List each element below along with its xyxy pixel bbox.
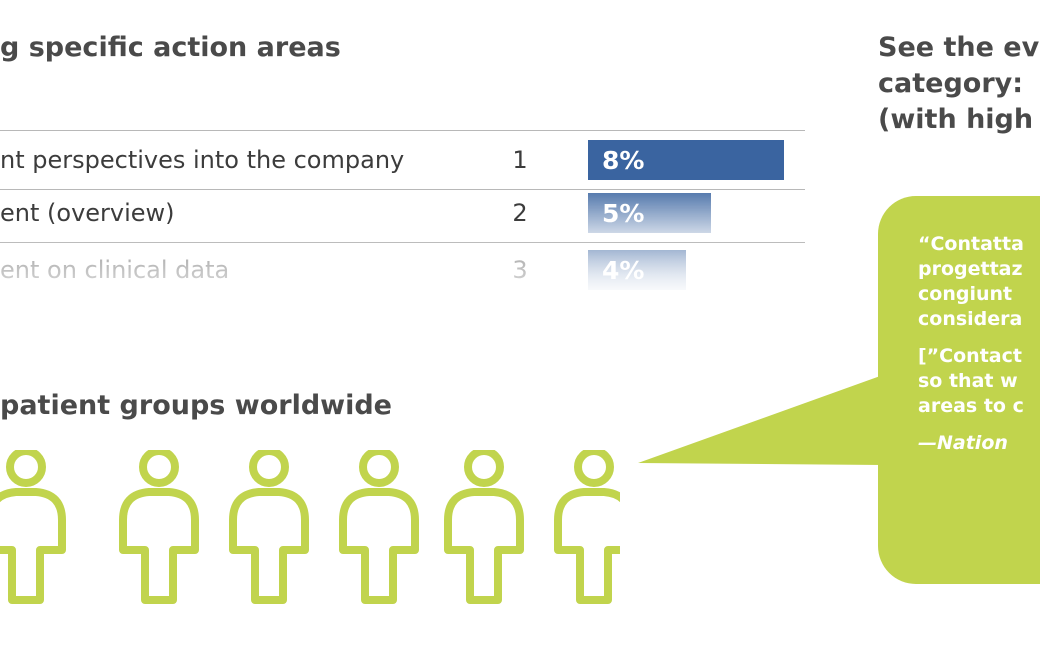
quote-bubble [878, 196, 1040, 584]
row-rank: 2 [512, 199, 528, 227]
quote-italian-line-1: “Contatta [918, 233, 1024, 255]
right-heading-line-2: category: [878, 68, 1024, 99]
row-label: nt perspectives into the company [0, 146, 405, 174]
table-rule-2 [0, 242, 805, 243]
person-icon [554, 450, 620, 604]
person-icon [339, 450, 419, 604]
quote-italian-line-2: progettaz [918, 258, 1023, 280]
people-icons [0, 450, 620, 604]
row-label: ent (overview) [0, 199, 175, 227]
speech-bubble-pointer [638, 375, 883, 465]
person-icon [229, 450, 309, 604]
bar: 8% [588, 140, 784, 180]
quote-english-line-3: areas to c [918, 395, 1024, 417]
quote-attribution: —Nation [918, 432, 1008, 454]
row-label: ent on clinical data [0, 256, 230, 284]
section-heading-patient-groups: patient groups worldwide [0, 390, 392, 421]
bar: 5% [588, 193, 711, 233]
quote-italian-line-3: congiunt [918, 283, 1013, 305]
person-icon [444, 450, 524, 604]
section-heading-action-areas: g specific action areas [0, 32, 341, 63]
table-rule-1 [0, 189, 805, 190]
quote-italian-line-4: considera [918, 308, 1023, 330]
table-rule-top [0, 130, 805, 131]
bar: 4% [588, 250, 686, 290]
quote-english-line-1: [”Contact [918, 345, 1022, 367]
row-rank: 3 [512, 256, 528, 284]
row-rank: 1 [512, 146, 528, 174]
person-icon [0, 450, 66, 604]
right-heading-line-3: (with high [878, 104, 1034, 135]
person-icon [119, 450, 199, 604]
right-heading-line-1: See the ev [878, 32, 1040, 63]
quote-english-line-2: so that w [918, 370, 1018, 392]
